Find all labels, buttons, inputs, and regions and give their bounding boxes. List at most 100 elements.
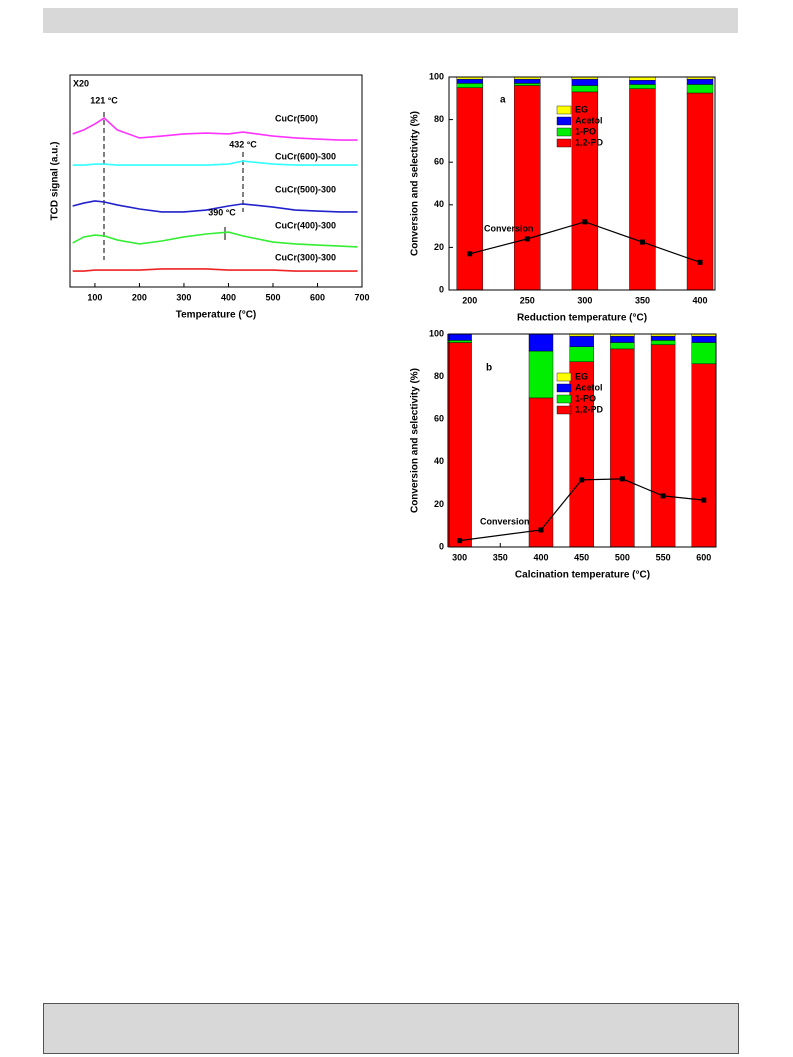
conversion-point [538,527,544,533]
conversion-point [660,493,666,499]
x-tick-label: 600 [696,552,711,562]
x-tick-label: 300 [452,552,467,562]
x-axis-title: Calcination temperature (°C) [515,570,650,581]
x-tick-label: 250 [520,295,535,305]
legend-label: 1,2-PD [575,137,604,147]
x-tick-label: 700 [354,292,369,302]
bar-segment [610,348,635,548]
panel-label: b [486,363,492,374]
bar-segment [686,78,714,85]
conversion-label: Conversion [480,516,530,526]
y-tick-label: 80 [434,114,444,124]
bar-segment [456,83,483,88]
x-tick-label: 400 [221,292,236,302]
y-tick-label: 20 [434,242,444,252]
y-tick-label: 80 [434,371,444,381]
legend-label: 1-PO [575,393,596,403]
bar-segment [650,340,676,345]
legend-swatch [556,105,572,115]
y-axis-title: Conversion and selectivity (%) [410,368,421,513]
bar-segment [610,335,635,343]
annotation: 390 °C [208,207,236,217]
bar-segment [571,91,599,291]
bar-segment [514,78,541,84]
plot-frame [448,76,716,291]
bar-segment [629,88,656,291]
series-label: CuCr(400)-300 [275,220,336,230]
series-label: CuCr(300)-300 [275,252,336,262]
x-tick-label: 500 [615,552,630,562]
header-bar [43,8,738,33]
conversion-point [579,477,585,483]
panel-label: a [500,95,506,106]
annotation: 121 °C [90,95,118,105]
tpr-curve [72,200,358,213]
x-tick-label: 100 [87,292,102,302]
bar-segment [691,342,716,365]
x-tick-label: 400 [693,295,708,305]
conversion-point [457,538,463,544]
x-axis-title: Reduction temperature (°C) [517,313,647,324]
y-tick-label: 60 [434,414,444,424]
y-tick-label: 40 [434,199,444,209]
bar-segment [456,78,483,84]
bar-segment [610,342,635,350]
legend-swatch [556,372,572,382]
x-tick-label: 350 [635,295,650,305]
bar-segment [650,344,676,548]
bar-segment [514,83,541,86]
bar-segment [456,87,483,291]
annotation: 432 °C [229,139,257,149]
conversion-point [582,219,588,225]
bar-segment [691,363,716,548]
tpr-curve [72,117,358,141]
legend-label: EG [575,371,588,381]
bar-segment [629,79,656,85]
plot-frame [448,333,717,548]
x-tick-label: 350 [493,552,508,562]
legend-swatch [556,394,572,404]
conversion-label: Conversion [484,223,534,233]
legend-swatch [556,383,572,393]
bar-segment [447,342,472,548]
x-tick-label: 300 [176,292,191,302]
bar-segment [447,333,472,341]
x-axis-title: Temperature (°C) [176,310,257,321]
legend-label: 1,2-PD [575,404,604,414]
bar-segment [528,350,554,399]
bar-segment [569,335,594,347]
y-tick-label: 40 [434,456,444,466]
bar-segment [691,335,716,343]
y-tick-label: 100 [429,71,444,81]
bar-segment [571,78,599,86]
series-label: CuCr(600)-300 [275,151,336,161]
series-label: CuCr(500)-300 [275,184,336,194]
bar-segment [686,84,714,94]
legend-label: 1-PO [575,126,596,136]
x-tick-label: 200 [132,292,147,302]
series-label: CuCr(500) [275,113,318,123]
y-tick-label: 0 [439,284,444,294]
conversion-point [639,239,645,245]
bar-segment [571,85,599,93]
x-tick-label: 600 [310,292,325,302]
bar-segment [514,85,541,291]
x-tick-label: 500 [265,292,280,302]
y-axis-title: TCD signal (a.u.) [50,142,61,221]
annotation: X20 [73,78,89,88]
conversion-point [467,251,473,257]
tpr-curve [72,160,358,166]
x-tick-label: 300 [577,295,592,305]
bar-segment [569,346,594,362]
conversion-point [697,259,703,265]
conversion-point [619,476,625,482]
plot-frame [69,74,363,288]
conversion-line [459,478,704,542]
bar-segment [528,333,554,352]
x-tick-label: 400 [533,552,548,562]
conversion-point [524,236,530,242]
legend-swatch [556,127,572,137]
y-axis-title: Conversion and selectivity (%) [410,111,421,256]
footer-box [43,1003,739,1054]
